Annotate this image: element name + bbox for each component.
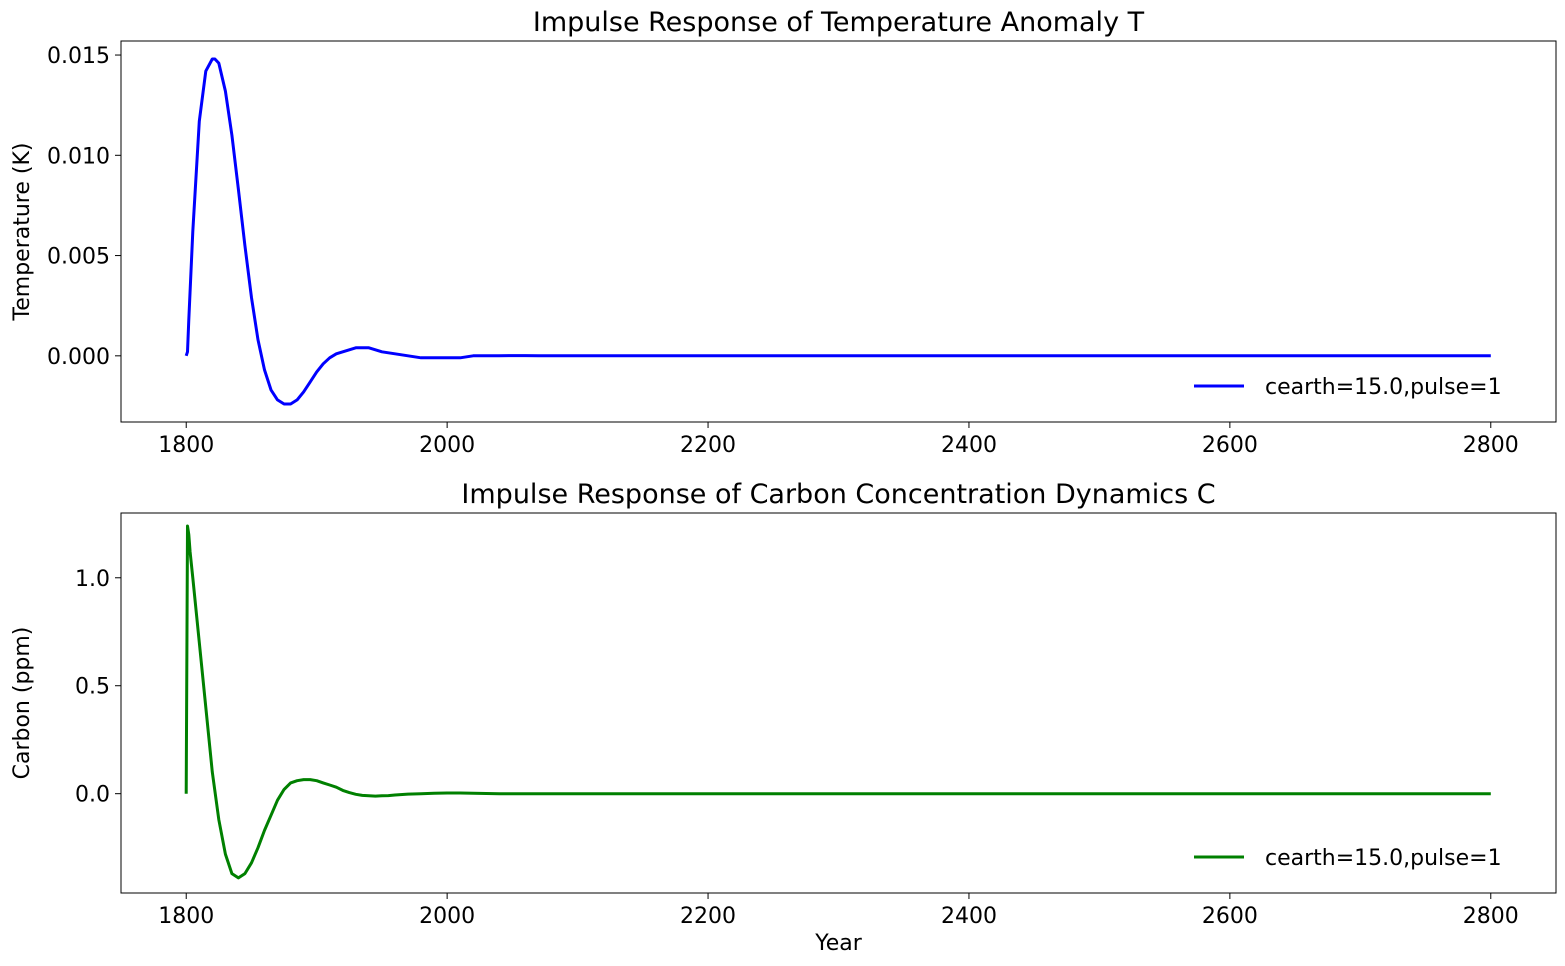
legend: cearth=15.0,pulse=1 (1194, 375, 1502, 400)
y-tick-label: 1.0 (75, 567, 110, 592)
x-tick-label: 2600 (1202, 904, 1258, 929)
x-tick-label: 2000 (419, 433, 475, 458)
chart-title: Impulse Response of Temperature Anomaly … (533, 7, 1145, 38)
legend-label: cearth=15.0,pulse=1 (1265, 375, 1502, 400)
x-tick-label: 2000 (419, 904, 475, 929)
tick-layer: 1800 2000 2200 2400 2600 2800 0.000 0.005 0.010 0… (47, 44, 1519, 458)
x-tick-label: 2800 (1463, 904, 1519, 929)
y-tick-label: 0.0 (75, 783, 110, 808)
y-axis-label: Temperature (K) (10, 143, 35, 322)
x-tick-label: 1800 (158, 904, 214, 929)
series-layer (184, 524, 1491, 880)
y-tick-label: 0.5 (75, 675, 110, 700)
x-axis-label: Year (814, 931, 863, 956)
series-layer (184, 57, 1491, 406)
carbon-chart: Impulse Response of Carbon Concentration… (10, 479, 1557, 956)
legend-label: cearth=15.0,pulse=1 (1265, 846, 1502, 871)
plot-frame (120, 40, 1557, 423)
x-tick-label: 2800 (1463, 433, 1519, 458)
y-tick-label: 0.005 (47, 245, 110, 270)
x-tick-label: 2400 (941, 904, 997, 929)
y-tick-label: 0.010 (47, 144, 110, 169)
y-tick-label: 0.000 (47, 345, 110, 370)
plot-frame (120, 512, 1557, 894)
x-tick-label: 2600 (1202, 433, 1258, 458)
temperature-chart: Impulse Response of Temperature Anomaly … (10, 7, 1557, 458)
tick-layer: 1800 2000 2200 2400 2600 2800 0.0 0.5 1.0 (75, 567, 1519, 929)
legend: cearth=15.0,pulse=1 (1194, 846, 1502, 871)
x-tick-label: 2200 (680, 433, 736, 458)
x-tick-label: 2400 (941, 433, 997, 458)
y-tick-label: 0.015 (47, 44, 110, 69)
x-tick-label: 1800 (158, 433, 214, 458)
y-axis-label: Carbon (ppm) (10, 627, 35, 780)
chart-title: Impulse Response of Carbon Concentration… (461, 479, 1215, 510)
x-tick-label: 2200 (680, 904, 736, 929)
series-line (184, 57, 1491, 406)
series-line (184, 524, 1491, 880)
